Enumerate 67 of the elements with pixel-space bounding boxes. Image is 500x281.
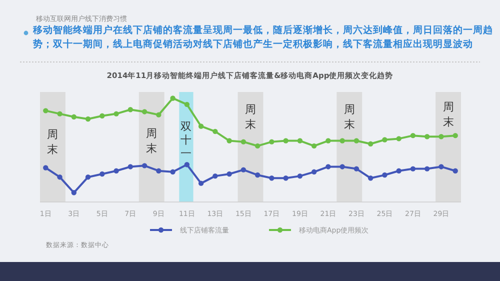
point (340, 138, 345, 144)
band-label: 周末 (146, 126, 158, 155)
point (156, 168, 162, 174)
point (114, 168, 119, 174)
point (452, 168, 458, 174)
point (85, 116, 91, 122)
point (326, 138, 331, 144)
point (142, 163, 148, 168)
point (269, 139, 274, 144)
point (240, 139, 246, 144)
point (438, 164, 444, 170)
point (128, 107, 134, 112)
text: 移动智能终端用户在线下店铺的客流量呈现周一最低，随后逐渐增长，周六达到峰值，周日回落的一周趋势；双十一期间，线上电商促销活动对线下店铺也产生一定积极影响，线下客流量相应出现明显波动 (33, 24, 493, 52)
point (297, 138, 303, 144)
point (368, 141, 374, 146)
band-label: 双十一 (180, 120, 192, 160)
point (198, 124, 204, 129)
point (283, 176, 288, 181)
point (354, 138, 360, 144)
point (311, 143, 317, 149)
band-label: 周末 (344, 102, 355, 131)
point (340, 164, 345, 170)
point (283, 138, 288, 144)
point (184, 162, 190, 168)
point (396, 168, 402, 174)
point (326, 164, 331, 170)
point (396, 136, 402, 142)
point (254, 172, 260, 178)
band-label: 周末 (47, 128, 58, 156)
point (240, 167, 246, 172)
point (142, 109, 148, 114)
point (382, 137, 388, 142)
point (311, 169, 317, 175)
point (85, 174, 91, 180)
point (424, 134, 430, 140)
point (424, 166, 430, 172)
point (452, 132, 458, 138)
point (212, 173, 218, 179)
point (254, 143, 260, 149)
point (212, 128, 218, 134)
point (43, 108, 48, 114)
point (438, 134, 444, 140)
point (43, 165, 48, 170)
point (156, 112, 162, 118)
point (170, 96, 176, 101)
point (71, 114, 77, 120)
point (226, 138, 232, 144)
point (368, 176, 374, 181)
point (114, 111, 119, 116)
band-label: 周末 (245, 103, 256, 132)
point (57, 174, 62, 180)
point (100, 171, 105, 177)
point (170, 169, 176, 175)
point (57, 111, 62, 116)
point (354, 166, 360, 172)
point (382, 172, 388, 178)
point (226, 171, 232, 177)
point (128, 164, 134, 170)
point (297, 173, 303, 179)
band-label: 周末 (442, 100, 454, 128)
point (410, 132, 416, 138)
point (269, 176, 274, 181)
point (100, 113, 105, 118)
point (184, 102, 190, 108)
point (71, 190, 77, 196)
point (198, 180, 204, 186)
point (410, 166, 416, 172)
